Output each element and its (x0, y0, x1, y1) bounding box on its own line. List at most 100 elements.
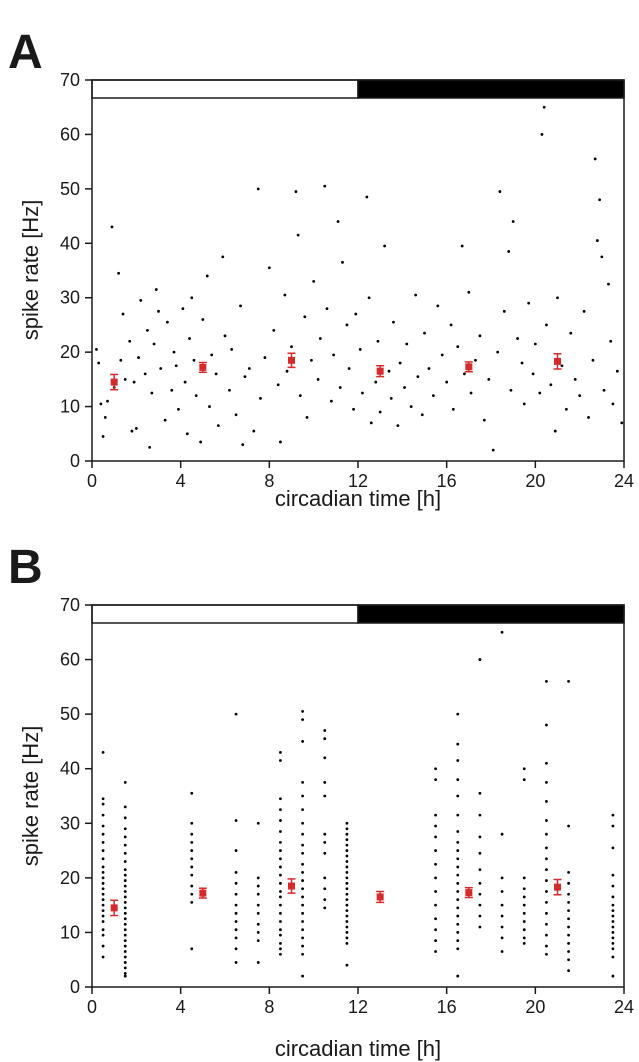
data-point (545, 761, 548, 765)
data-point (279, 920, 282, 923)
x-tick-label: 0 (87, 471, 97, 491)
data-point (478, 334, 482, 338)
mean-marker (287, 352, 296, 369)
data-point (323, 729, 327, 732)
data-point (190, 857, 194, 861)
panel-b: B 0 10 20 30 40 50 60 70 0 4 8 12 16 20 24 circadian … (8, 541, 634, 1061)
data-point (434, 813, 437, 817)
data-point (549, 383, 553, 387)
data-point (456, 840, 460, 844)
x-tick-label: 4 (176, 471, 186, 491)
data-point (190, 832, 194, 836)
data-point (522, 402, 526, 406)
data-point (172, 350, 176, 354)
x-tick-label: 0 (87, 997, 97, 1017)
data-point (478, 658, 482, 661)
data-point (522, 887, 526, 891)
data-point (431, 394, 435, 398)
data-point (345, 936, 349, 940)
data-point (460, 244, 464, 248)
y-tick-label: 60 (60, 124, 80, 144)
data-point (491, 448, 495, 452)
data-point (474, 358, 477, 362)
data-point (123, 780, 127, 784)
data-point (358, 348, 362, 351)
data-point (611, 873, 615, 877)
mean-marker (464, 886, 473, 899)
data-point (123, 911, 127, 915)
data-point (123, 950, 127, 953)
data-point (396, 424, 400, 428)
data-point (609, 339, 613, 343)
data-point (456, 857, 460, 861)
y-tick-label: 70 (60, 70, 80, 90)
data-point (500, 876, 504, 880)
x-tick-label: 8 (264, 471, 274, 491)
data-point (611, 903, 615, 907)
data-points-b (101, 630, 615, 978)
data-point (290, 345, 293, 349)
data-point (123, 922, 127, 926)
data-point (301, 843, 304, 847)
mean-point (376, 367, 384, 375)
panel-letter-b: B (8, 541, 43, 594)
data-point (545, 680, 548, 683)
data-point (101, 824, 105, 828)
data-point (123, 879, 127, 882)
data-point (123, 906, 127, 910)
data-point (294, 190, 298, 193)
data-point (332, 353, 336, 357)
data-point (434, 950, 437, 953)
data-point (318, 337, 322, 340)
plot-frame-b (91, 604, 625, 988)
data-point (256, 187, 260, 191)
data-point (500, 630, 504, 634)
data-point (101, 435, 105, 438)
bar-segment-light (91, 604, 359, 624)
data-point (434, 824, 437, 828)
data-point (101, 871, 105, 874)
data-point (352, 407, 355, 411)
data-point (564, 407, 568, 411)
data-point (502, 309, 506, 313)
data-point (323, 184, 327, 188)
data-point (234, 936, 238, 940)
data-point (598, 198, 602, 202)
data-point (345, 849, 349, 852)
data-point (279, 881, 282, 885)
data-point (522, 941, 526, 945)
data-point (611, 920, 615, 923)
data-point (301, 808, 304, 812)
y-tick-label: 20 (60, 868, 80, 888)
data-point (101, 840, 105, 844)
data-point (611, 974, 615, 978)
data-point (567, 824, 570, 828)
data-point (152, 342, 156, 346)
data-point (128, 339, 132, 343)
data-point (522, 936, 526, 940)
y-tick-label: 30 (60, 288, 80, 308)
data-point (500, 925, 504, 929)
data-point (482, 418, 486, 422)
data-point (279, 933, 282, 937)
data-point (449, 323, 453, 327)
data-point (325, 307, 329, 310)
data-point (323, 794, 327, 798)
data-point (345, 871, 349, 874)
data-point (345, 821, 349, 825)
data-point (123, 843, 127, 847)
data-point (569, 331, 573, 335)
data-point (567, 925, 570, 929)
data-point (345, 903, 349, 907)
y-tick-label: 10 (60, 922, 80, 942)
data-point (556, 296, 559, 300)
data-point (545, 952, 548, 956)
y-tick-label: 50 (60, 179, 80, 199)
data-point (234, 413, 238, 417)
data-point (241, 443, 245, 447)
y-tick-label: 40 (60, 233, 80, 253)
data-point (256, 922, 260, 926)
data-point (456, 778, 460, 782)
data-point (123, 944, 127, 948)
data-point (256, 884, 260, 888)
